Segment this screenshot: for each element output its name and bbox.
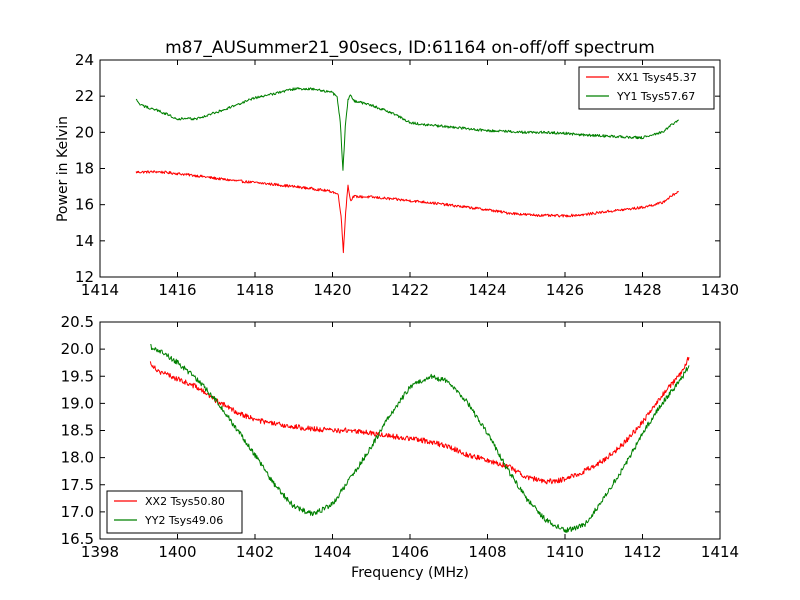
y-tick-label: 18.5 <box>61 422 94 440</box>
x-tick-label: 1422 <box>391 281 429 299</box>
legend-label-2: YY2 Tsys49.06 <box>144 514 223 527</box>
x-tick-label: 1416 <box>158 281 196 299</box>
x-tick-label: 1420 <box>313 281 351 299</box>
x-tick-label: 1400 <box>158 543 196 561</box>
series-group <box>135 87 679 254</box>
series-group <box>149 344 690 534</box>
bottom-subplot: Frequency (MHz) 1398 1400 1402 1404 1406 1408… <box>61 313 740 581</box>
x-tick-label: 1428 <box>623 281 661 299</box>
y-tick-label: 19.5 <box>61 367 94 385</box>
y-tick-label: 14 <box>75 232 94 250</box>
series-line-1 <box>149 356 690 485</box>
x-tick-label: 1414 <box>81 281 119 299</box>
x-tick-label: 1430 <box>701 281 739 299</box>
x-tick-label: 1418 <box>236 281 274 299</box>
x-tick-label: 1402 <box>236 543 274 561</box>
legend-label-2: YY1 Tsys57.67 <box>616 90 695 103</box>
y-tick-label: 18.0 <box>61 449 94 467</box>
y-tick-label: 16 <box>75 196 94 214</box>
x-tick-label: 1426 <box>546 281 584 299</box>
bottom-xlabel: Frequency (MHz) <box>351 565 469 581</box>
top-subplot: Power in Kelvin 1414 1416 1418 1420 1422 1424… <box>55 51 739 299</box>
x-tick-label: 1404 <box>313 543 351 561</box>
series-line-2 <box>135 87 679 171</box>
y-tick-label: 19.0 <box>61 394 94 412</box>
x-tick-label: 1424 <box>468 281 506 299</box>
x-tick-label: 1414 <box>701 543 739 561</box>
series-line-1 <box>135 170 679 254</box>
y-tick-label: 22 <box>75 87 94 105</box>
y-tick-label: 24 <box>75 51 94 69</box>
y-tick-label: 18 <box>75 160 94 178</box>
y-tick-label: 20.0 <box>61 340 94 358</box>
legend-box <box>578 66 715 110</box>
legend: XX1 Tsys45.37 YY1 Tsys57.67 <box>578 66 715 110</box>
y-tick-label: 12 <box>75 268 94 286</box>
y-tick-label: 20.5 <box>61 313 94 331</box>
legend-box <box>106 490 243 534</box>
legend-label-1: XX1 Tsys45.37 <box>617 71 697 84</box>
x-tick-label: 1408 <box>468 543 506 561</box>
legend-label-1: XX2 Tsys50.80 <box>145 495 225 508</box>
figure-title: m87_AUSummer21_90secs, ID:61164 on-off/o… <box>165 38 655 58</box>
x-tick-label: 1406 <box>391 543 429 561</box>
y-tick-label: 16.5 <box>61 530 94 548</box>
y-tick-label: 20 <box>75 123 94 141</box>
x-tick-label: 1412 <box>623 543 661 561</box>
x-tick-label: 1398 <box>81 543 119 561</box>
top-ylabel: Power in Kelvin <box>55 116 71 222</box>
legend: XX2 Tsys50.80 YY2 Tsys49.06 <box>106 490 243 534</box>
series-line-2 <box>150 344 690 534</box>
y-tick-label: 17.0 <box>61 503 94 521</box>
y-tick-label: 17.5 <box>61 476 94 494</box>
x-tick-label: 1410 <box>546 543 584 561</box>
